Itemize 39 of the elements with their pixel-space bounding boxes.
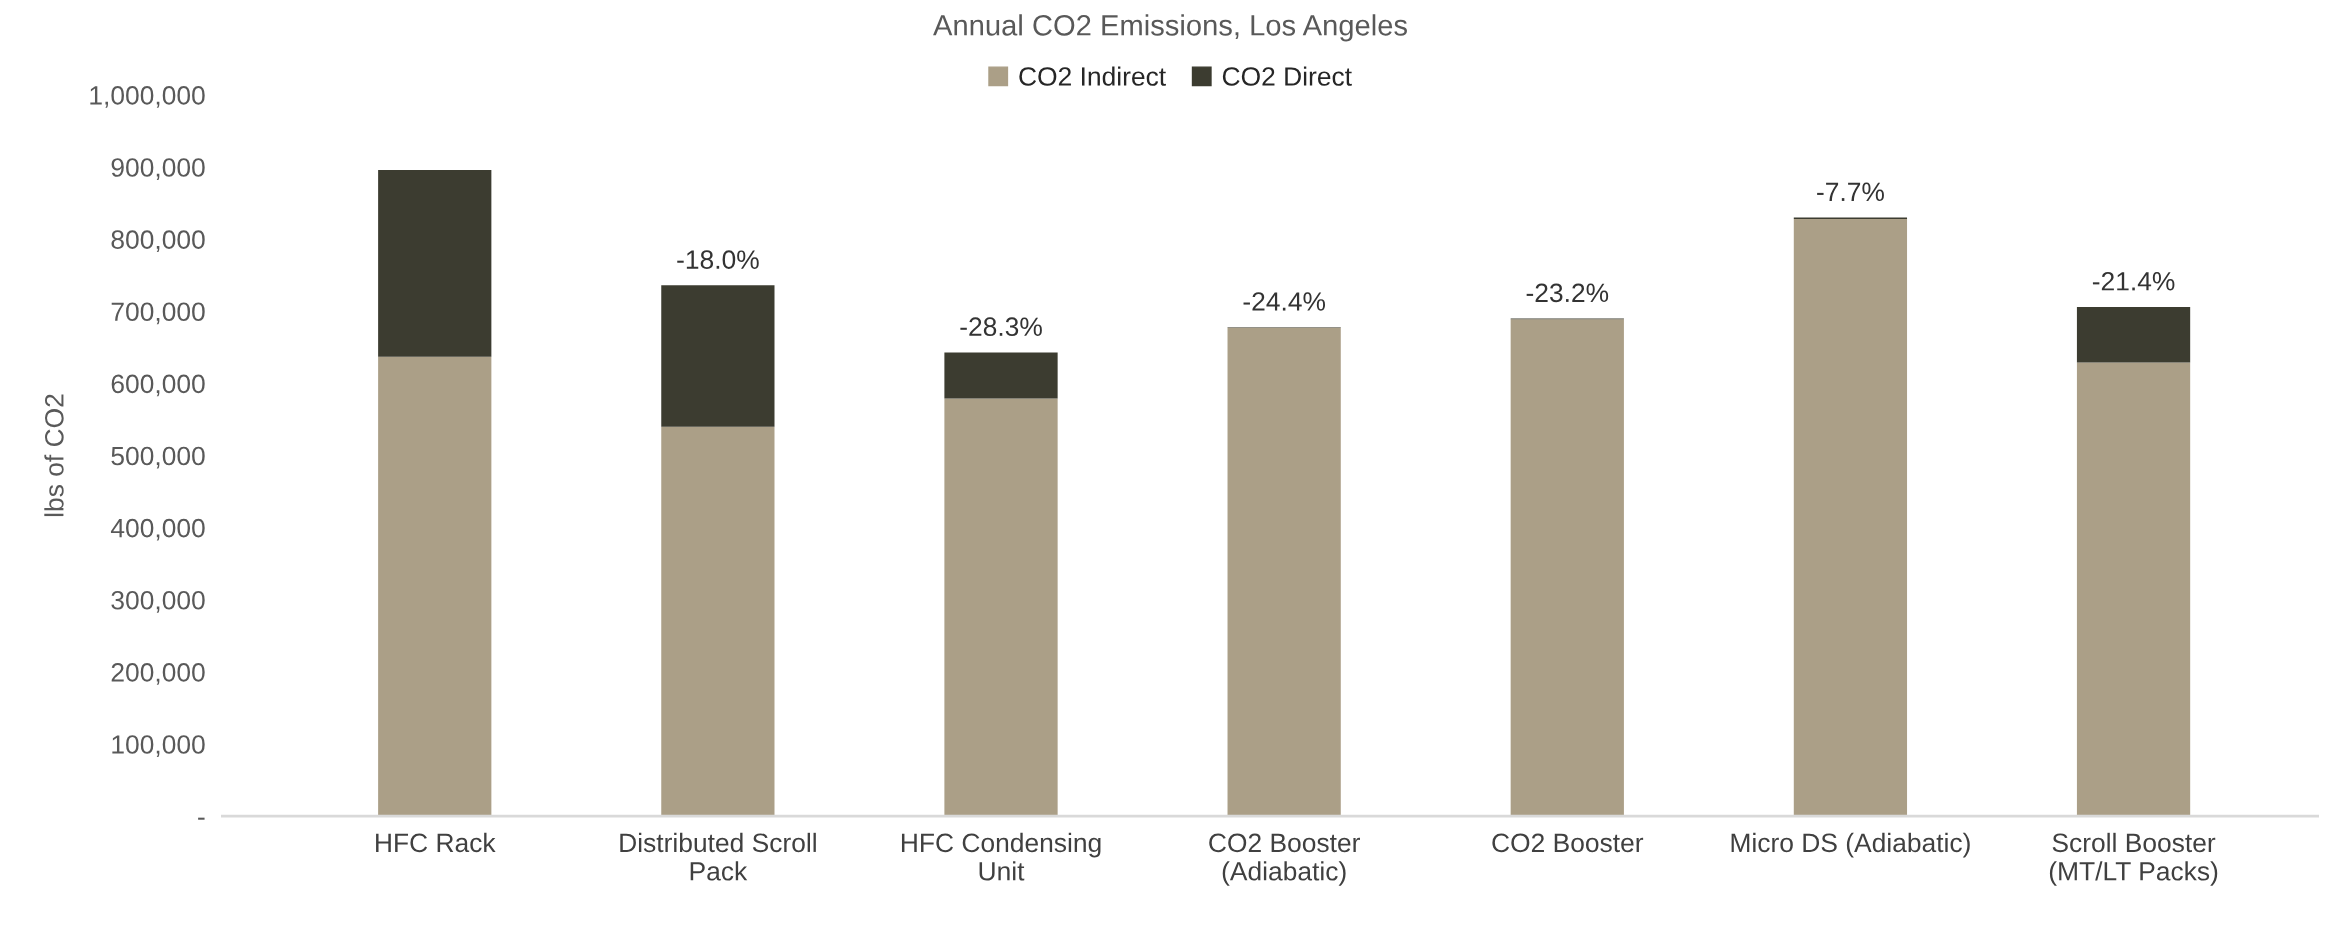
bar [1793,218,1908,817]
bar [1510,319,1624,817]
x-tick-label: HFC Rack [376,832,496,853]
annotation: -18.0% [677,250,759,269]
annotation: -23.2% [1526,283,1609,303]
bar [661,285,775,427]
annotation: -28.3% [960,317,1042,337]
y-tick-label: 200,000 [111,663,205,685]
bar [378,356,492,817]
annotation: -7.7% [1817,182,1884,202]
y-tick-label: 900,000 [111,158,205,180]
x-tick-label: CO2 Booster [1492,833,1644,853]
bar [378,169,492,357]
y-tick-label: 600,000 [111,374,205,397]
bar [2076,362,2191,817]
x-tick-label: Micro DS (Adiabatic) [1731,832,1970,858]
bar [944,398,1058,817]
bar [1227,327,1341,817]
y-axis-title: lbs of CO2 [44,394,64,517]
annotation: -21.4% [2092,271,2175,291]
y-tick-label: 800,000 [111,230,205,253]
x-tick-label: CO2 Booster (Adiabatic) [1209,833,1360,886]
annotation: -24.4% [1243,292,1326,311]
chart-title: Annual CO2 Emissions, Los Angeles [933,14,1407,42]
y-tick-label: - [198,817,205,820]
y-tick-label: 500,000 [111,446,205,469]
x-tick-label: Distributed Scroll Pack [620,832,816,881]
bar [944,352,1058,399]
bar [661,426,775,817]
y-tick-label: 1,000,000 [90,86,205,108]
legend-label: CO2 Direct [1222,66,1352,86]
x-tick-label: Scroll Booster (MT/LT Packs) [2049,832,2218,886]
y-tick-label: 100,000 [112,735,205,757]
y-tick-label: 700,000 [111,302,205,325]
legend-label: CO2 Indirect [1019,66,1166,86]
bar [2076,306,2191,363]
y-tick-label: 400,000 [110,518,205,541]
y-tick-label: 300,000 [111,590,205,613]
x-tick-label: HFC Condensing Unit [901,832,1101,881]
